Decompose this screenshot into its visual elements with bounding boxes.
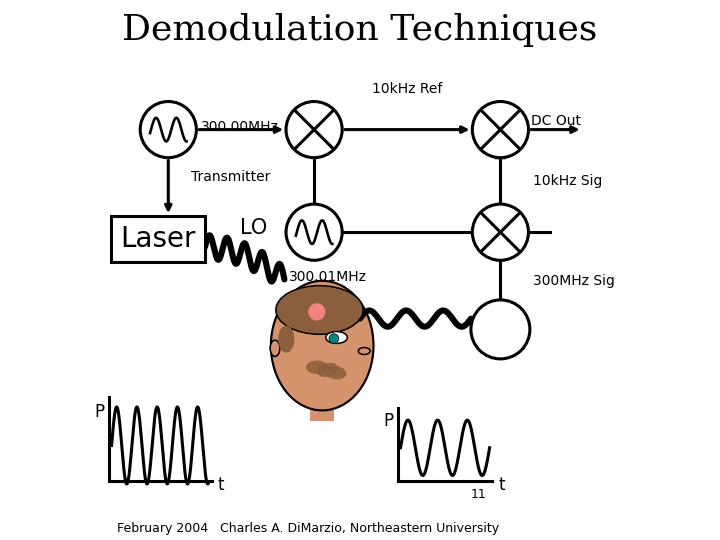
Ellipse shape [306,361,328,374]
Ellipse shape [325,366,346,380]
Circle shape [308,303,325,321]
Text: February 2004: February 2004 [117,522,208,535]
Circle shape [471,300,530,359]
Text: P: P [94,403,104,421]
Text: P: P [383,412,393,430]
Circle shape [472,204,528,260]
Bar [310,402,334,421]
Text: LO: LO [240,218,267,238]
Ellipse shape [271,281,374,410]
Text: 300.00MHz: 300.00MHz [201,120,279,134]
Text: Demodulation Techniques: Demodulation Techniques [122,13,598,46]
Circle shape [286,204,342,260]
Bar [111,216,205,262]
Circle shape [472,102,528,158]
Ellipse shape [317,363,338,377]
Ellipse shape [278,326,294,353]
Text: 300MHz Sig: 300MHz Sig [533,274,615,288]
Ellipse shape [276,286,363,334]
Text: DC Out: DC Out [531,114,581,128]
Ellipse shape [270,340,280,356]
Text: 10kHz Sig: 10kHz Sig [533,174,602,188]
Ellipse shape [325,332,347,343]
Text: 11: 11 [470,488,486,501]
Ellipse shape [359,348,370,354]
Ellipse shape [310,370,351,393]
Text: 300.01MHz: 300.01MHz [289,270,366,284]
Text: Laser: Laser [120,225,196,253]
Text: Transmitter: Transmitter [191,170,270,184]
Circle shape [140,102,197,158]
Text: t: t [218,476,225,494]
Text: t: t [499,476,505,494]
Text: Charles A. DiMarzio, Northeastern University: Charles A. DiMarzio, Northeastern Univer… [220,522,500,535]
Text: 10kHz Ref: 10kHz Ref [372,82,442,96]
Circle shape [286,102,342,158]
Circle shape [329,334,338,343]
